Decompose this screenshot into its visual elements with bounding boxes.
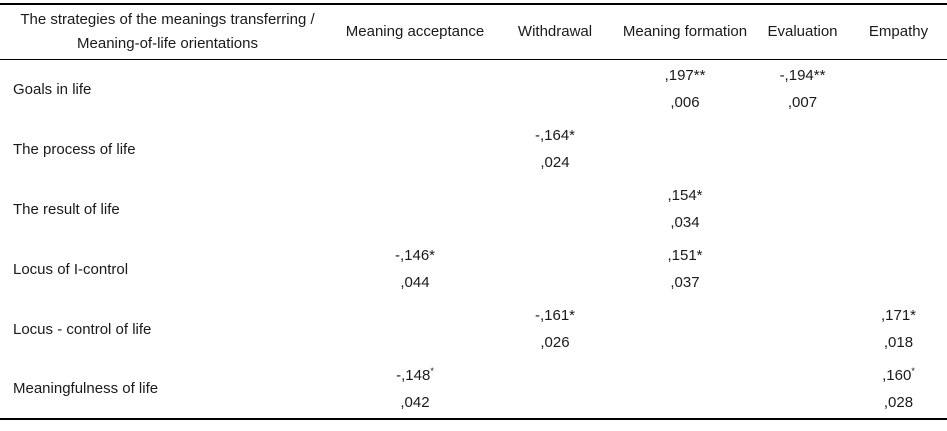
correlation-value: ,154*: [667, 187, 703, 204]
correlation-value: ,171*: [880, 307, 917, 324]
table-row: The process of life -,164* ,024: [0, 119, 947, 179]
correlation-cell: -,194** ,007: [755, 59, 850, 119]
empty-cell: [615, 119, 755, 179]
p-value: ,044: [400, 274, 430, 291]
correlation-cell: ,197** ,006: [615, 59, 755, 119]
correlation-value: -,164*: [534, 127, 576, 144]
empty-cell: [850, 59, 947, 119]
row-label: Goals in life: [13, 80, 92, 98]
table-row: The result of life ,154* ,034: [0, 179, 947, 239]
table-body: Goals in life ,197** ,006 -,194** ,007 The pr…: [0, 59, 947, 419]
correlation-value: -,148*: [396, 365, 434, 384]
significance-asterisk: *: [911, 365, 915, 376]
correlation-value: -,194**: [779, 67, 826, 85]
empty-cell: [850, 239, 947, 299]
empty-cell: [850, 119, 947, 179]
empty-cell: [615, 359, 755, 419]
correlation-value: -,146*: [394, 247, 436, 264]
p-value: ,024: [540, 154, 570, 171]
correlation-cell: -,164* ,024: [495, 119, 615, 179]
column-header-empathy: Empathy: [868, 23, 929, 41]
table-row: Goals in life ,197** ,006 -,194** ,007: [0, 59, 947, 119]
column-header-meaning-formation: Meaning formation: [622, 23, 748, 41]
empty-cell: [495, 239, 615, 299]
column-header-meaning-acceptance: Meaning acceptance: [345, 23, 485, 41]
empty-cell: [755, 179, 850, 239]
empty-cell: [755, 359, 850, 419]
row-label: The process of life: [13, 140, 136, 158]
correlation-value: ,151*: [667, 247, 703, 264]
header-row: The strategies of the meanings transferr…: [0, 4, 947, 59]
empty-cell: [755, 299, 850, 359]
empty-cell: [850, 179, 947, 239]
row-label: The result of life: [13, 200, 120, 218]
empty-cell: [335, 299, 495, 359]
row-label: Locus - control of life: [13, 320, 152, 338]
row-label: Locus of I-control: [13, 260, 129, 278]
correlation-table: The strategies of the meanings transferr…: [0, 3, 947, 420]
empty-cell: [755, 239, 850, 299]
table-row: Locus - control of life -,161* ,026 ,171* ,0…: [0, 299, 947, 359]
empty-cell: [335, 119, 495, 179]
column-header-evaluation: Evaluation: [767, 23, 838, 41]
corner-header-line1: The strategies of the meanings transferr…: [20, 10, 315, 28]
correlation-cell: -,148* ,042: [335, 359, 495, 419]
correlation-cell: ,160* ,028: [850, 359, 947, 419]
correlation-cell: ,171* ,018: [850, 299, 947, 359]
p-value: ,018: [883, 334, 914, 351]
significance-asterisk: *: [430, 365, 434, 376]
empty-cell: [615, 299, 755, 359]
p-value: ,034: [670, 214, 700, 231]
correlation-cell: -,146* ,044: [335, 239, 495, 299]
empty-cell: [495, 359, 615, 419]
correlation-cell: ,151* ,037: [615, 239, 755, 299]
empty-cell: [335, 179, 495, 239]
correlation-cell: -,161* ,026: [495, 299, 615, 359]
correlation-value: ,160*: [882, 365, 915, 384]
table-row: Locus of I-control -,146* ,044 ,151* ,037: [0, 239, 947, 299]
empty-cell: [495, 179, 615, 239]
empty-cell: [495, 59, 615, 119]
correlation-value: ,197**: [664, 67, 706, 85]
p-value: ,037: [670, 274, 700, 291]
table-header: The strategies of the meanings transferr…: [0, 4, 947, 59]
row-label: Meaningfulness of life: [13, 380, 159, 397]
table-row: Meaningfulness of life -,148* ,042 ,160* ,02…: [0, 359, 947, 419]
corner-header: The strategies of the meanings transferr…: [0, 4, 335, 59]
p-value: ,006: [670, 94, 700, 112]
empty-cell: [335, 59, 495, 119]
column-header-withdrawal: Withdrawal: [517, 23, 593, 41]
p-value: ,028: [883, 393, 914, 411]
correlation-value: -,161*: [534, 307, 576, 324]
p-value: ,007: [787, 94, 818, 112]
correlation-cell: ,154* ,034: [615, 179, 755, 239]
p-value: ,026: [540, 334, 570, 351]
corner-header-line2: Meaning-of-life orientations: [77, 34, 258, 52]
empty-cell: [755, 119, 850, 179]
p-value: ,042: [400, 393, 430, 411]
